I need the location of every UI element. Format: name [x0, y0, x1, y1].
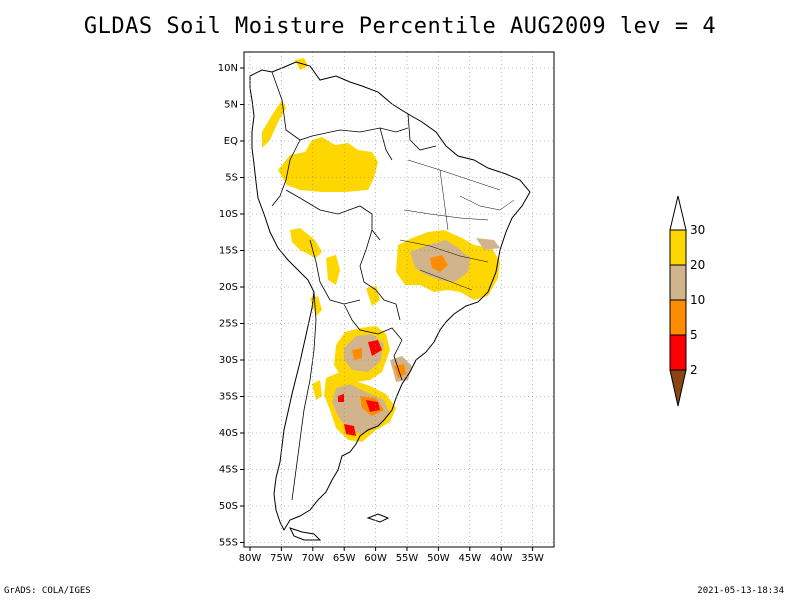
legend-colorbar: 30 20 10 5 2 — [669, 195, 705, 407]
legend-label-5: 5 — [690, 328, 698, 342]
legend-swatch-2-5 — [669, 334, 687, 371]
lat-label: 15S — [219, 246, 238, 257]
graticule — [240, 52, 554, 551]
legend-swatch-above-30 — [669, 195, 687, 231]
lon-label: 35W — [521, 553, 544, 564]
lon-label: 55W — [396, 553, 419, 564]
lat-label: 10S — [219, 209, 238, 220]
legend-label-30: 30 — [690, 223, 705, 237]
patch-west-andes — [312, 380, 322, 400]
lat-label: 45S — [219, 465, 238, 476]
lat-label: 50S — [219, 501, 238, 512]
tierra-del-fuego-outline — [289, 527, 322, 541]
legend-label-2: 2 — [690, 363, 698, 377]
grads-credit: GrADS: COLA/IGES — [4, 586, 91, 596]
state-borders — [399, 159, 515, 291]
patch-argentina-north-orange — [352, 348, 362, 360]
legend-swatch-5-10 — [669, 299, 687, 336]
country-borders — [271, 71, 437, 501]
legend-label-20: 20 — [690, 258, 705, 272]
lat-label: 40S — [219, 428, 238, 439]
map-frame — [243, 51, 555, 548]
timestamp: 2021-05-13-18:34 — [697, 586, 784, 596]
legend-swatch-10-20 — [669, 264, 687, 301]
lat-label: 30S — [219, 355, 238, 366]
patch-south-brazil — [366, 286, 380, 306]
legend-swatch-below-2 — [669, 369, 687, 407]
lat-label: 35S — [219, 392, 238, 403]
patch-amazon — [278, 137, 378, 192]
patch-pampas-red-3 — [338, 394, 344, 402]
latitude-labels: 10N 5N EQ 5S 10S 15S 20S 25S 30S 35S 40S 45S 50S 55S — [218, 63, 238, 549]
lon-label: 80W — [239, 553, 262, 564]
south-america-coastline — [249, 61, 531, 532]
lon-label: 70W — [301, 553, 324, 564]
patch-peru — [290, 228, 322, 258]
lat-label: 25S — [219, 319, 238, 330]
lat-label: 20S — [219, 282, 238, 293]
patch-uruguay-orange — [394, 364, 406, 378]
lat-label: 5S — [225, 173, 238, 184]
patch-ne-brazil — [476, 238, 500, 250]
lon-label: 75W — [270, 553, 293, 564]
map-title: GLDAS Soil Moisture Percentile AUG2009 l… — [83, 14, 717, 39]
patch-pampas-red-1 — [366, 400, 380, 412]
lat-label: EQ — [224, 136, 238, 147]
lat-label: 5N — [224, 100, 238, 111]
patch-argentina-north-red — [368, 340, 382, 356]
patch-central-brazil-orange — [430, 255, 448, 272]
lon-label: 40W — [490, 553, 513, 564]
lat-label: 55S — [219, 538, 238, 549]
lat-label: 10N — [218, 63, 238, 74]
legend-swatch-20-30 — [669, 229, 687, 266]
percentile-shading — [262, 58, 500, 442]
lon-label: 60W — [364, 553, 387, 564]
legend-label-10: 10 — [690, 293, 705, 307]
lon-label: 50W — [427, 553, 450, 564]
falklands-outline — [366, 513, 390, 523]
patch-bolivia — [326, 255, 340, 285]
patch-north-colombia — [262, 100, 286, 148]
longitude-labels: 80W 75W 70W 65W 60W 55W 50W 45W 40W 35W — [239, 553, 544, 564]
lon-label: 45W — [458, 553, 481, 564]
lon-label: 65W — [333, 553, 356, 564]
